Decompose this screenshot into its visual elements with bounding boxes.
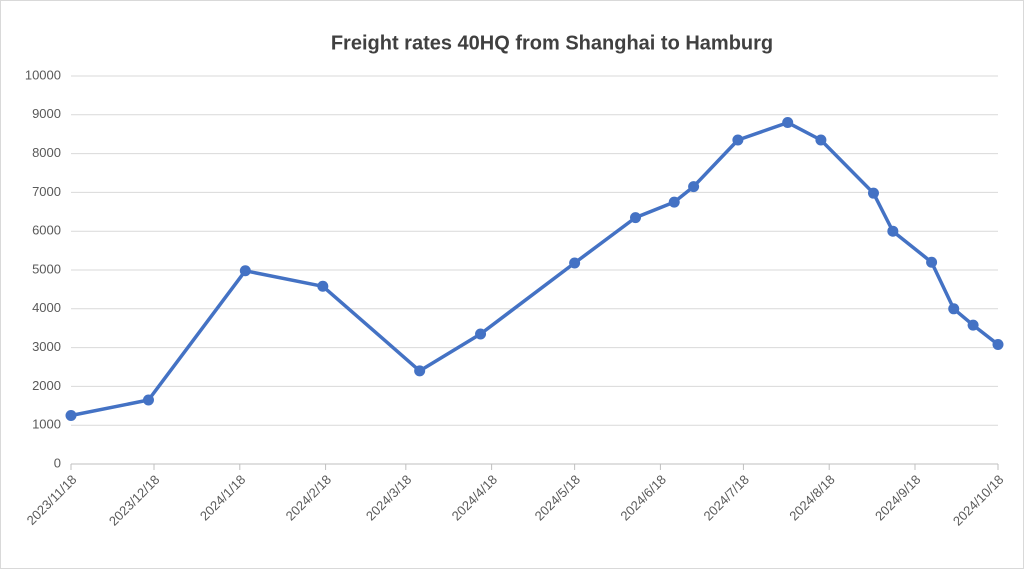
y-tick-label: 5000 [32, 261, 61, 276]
y-tick-label: 0 [54, 455, 61, 470]
data-point [887, 225, 899, 237]
data-point [926, 256, 938, 268]
data-point [475, 328, 487, 340]
data-point [867, 187, 879, 199]
data-point [65, 410, 77, 421]
data-point [239, 265, 251, 277]
y-tick-label: 3000 [32, 339, 61, 354]
y-tick-label: 9000 [32, 106, 61, 121]
y-tick-label: 1000 [32, 417, 61, 432]
y-tick-label: 2000 [32, 378, 61, 393]
y-tick-label: 7000 [32, 184, 61, 199]
data-point [967, 319, 979, 331]
y-tick-label: 8000 [32, 145, 61, 160]
data-point [142, 394, 154, 406]
data-point [630, 212, 642, 224]
y-tick-label: 6000 [32, 223, 61, 238]
data-point [782, 117, 794, 129]
data-point [992, 338, 1004, 350]
y-tick-label: 4000 [32, 300, 61, 315]
data-point [688, 181, 700, 193]
data-point [569, 257, 581, 269]
data-point [668, 196, 680, 208]
data-point [948, 303, 960, 315]
data-point [732, 134, 744, 146]
y-tick-label: 10000 [25, 67, 61, 82]
data-point [815, 134, 827, 146]
chart-title: Freight rates 40HQ from Shanghai to Hamb… [331, 32, 773, 54]
data-point [414, 365, 426, 377]
data-point [317, 280, 329, 292]
